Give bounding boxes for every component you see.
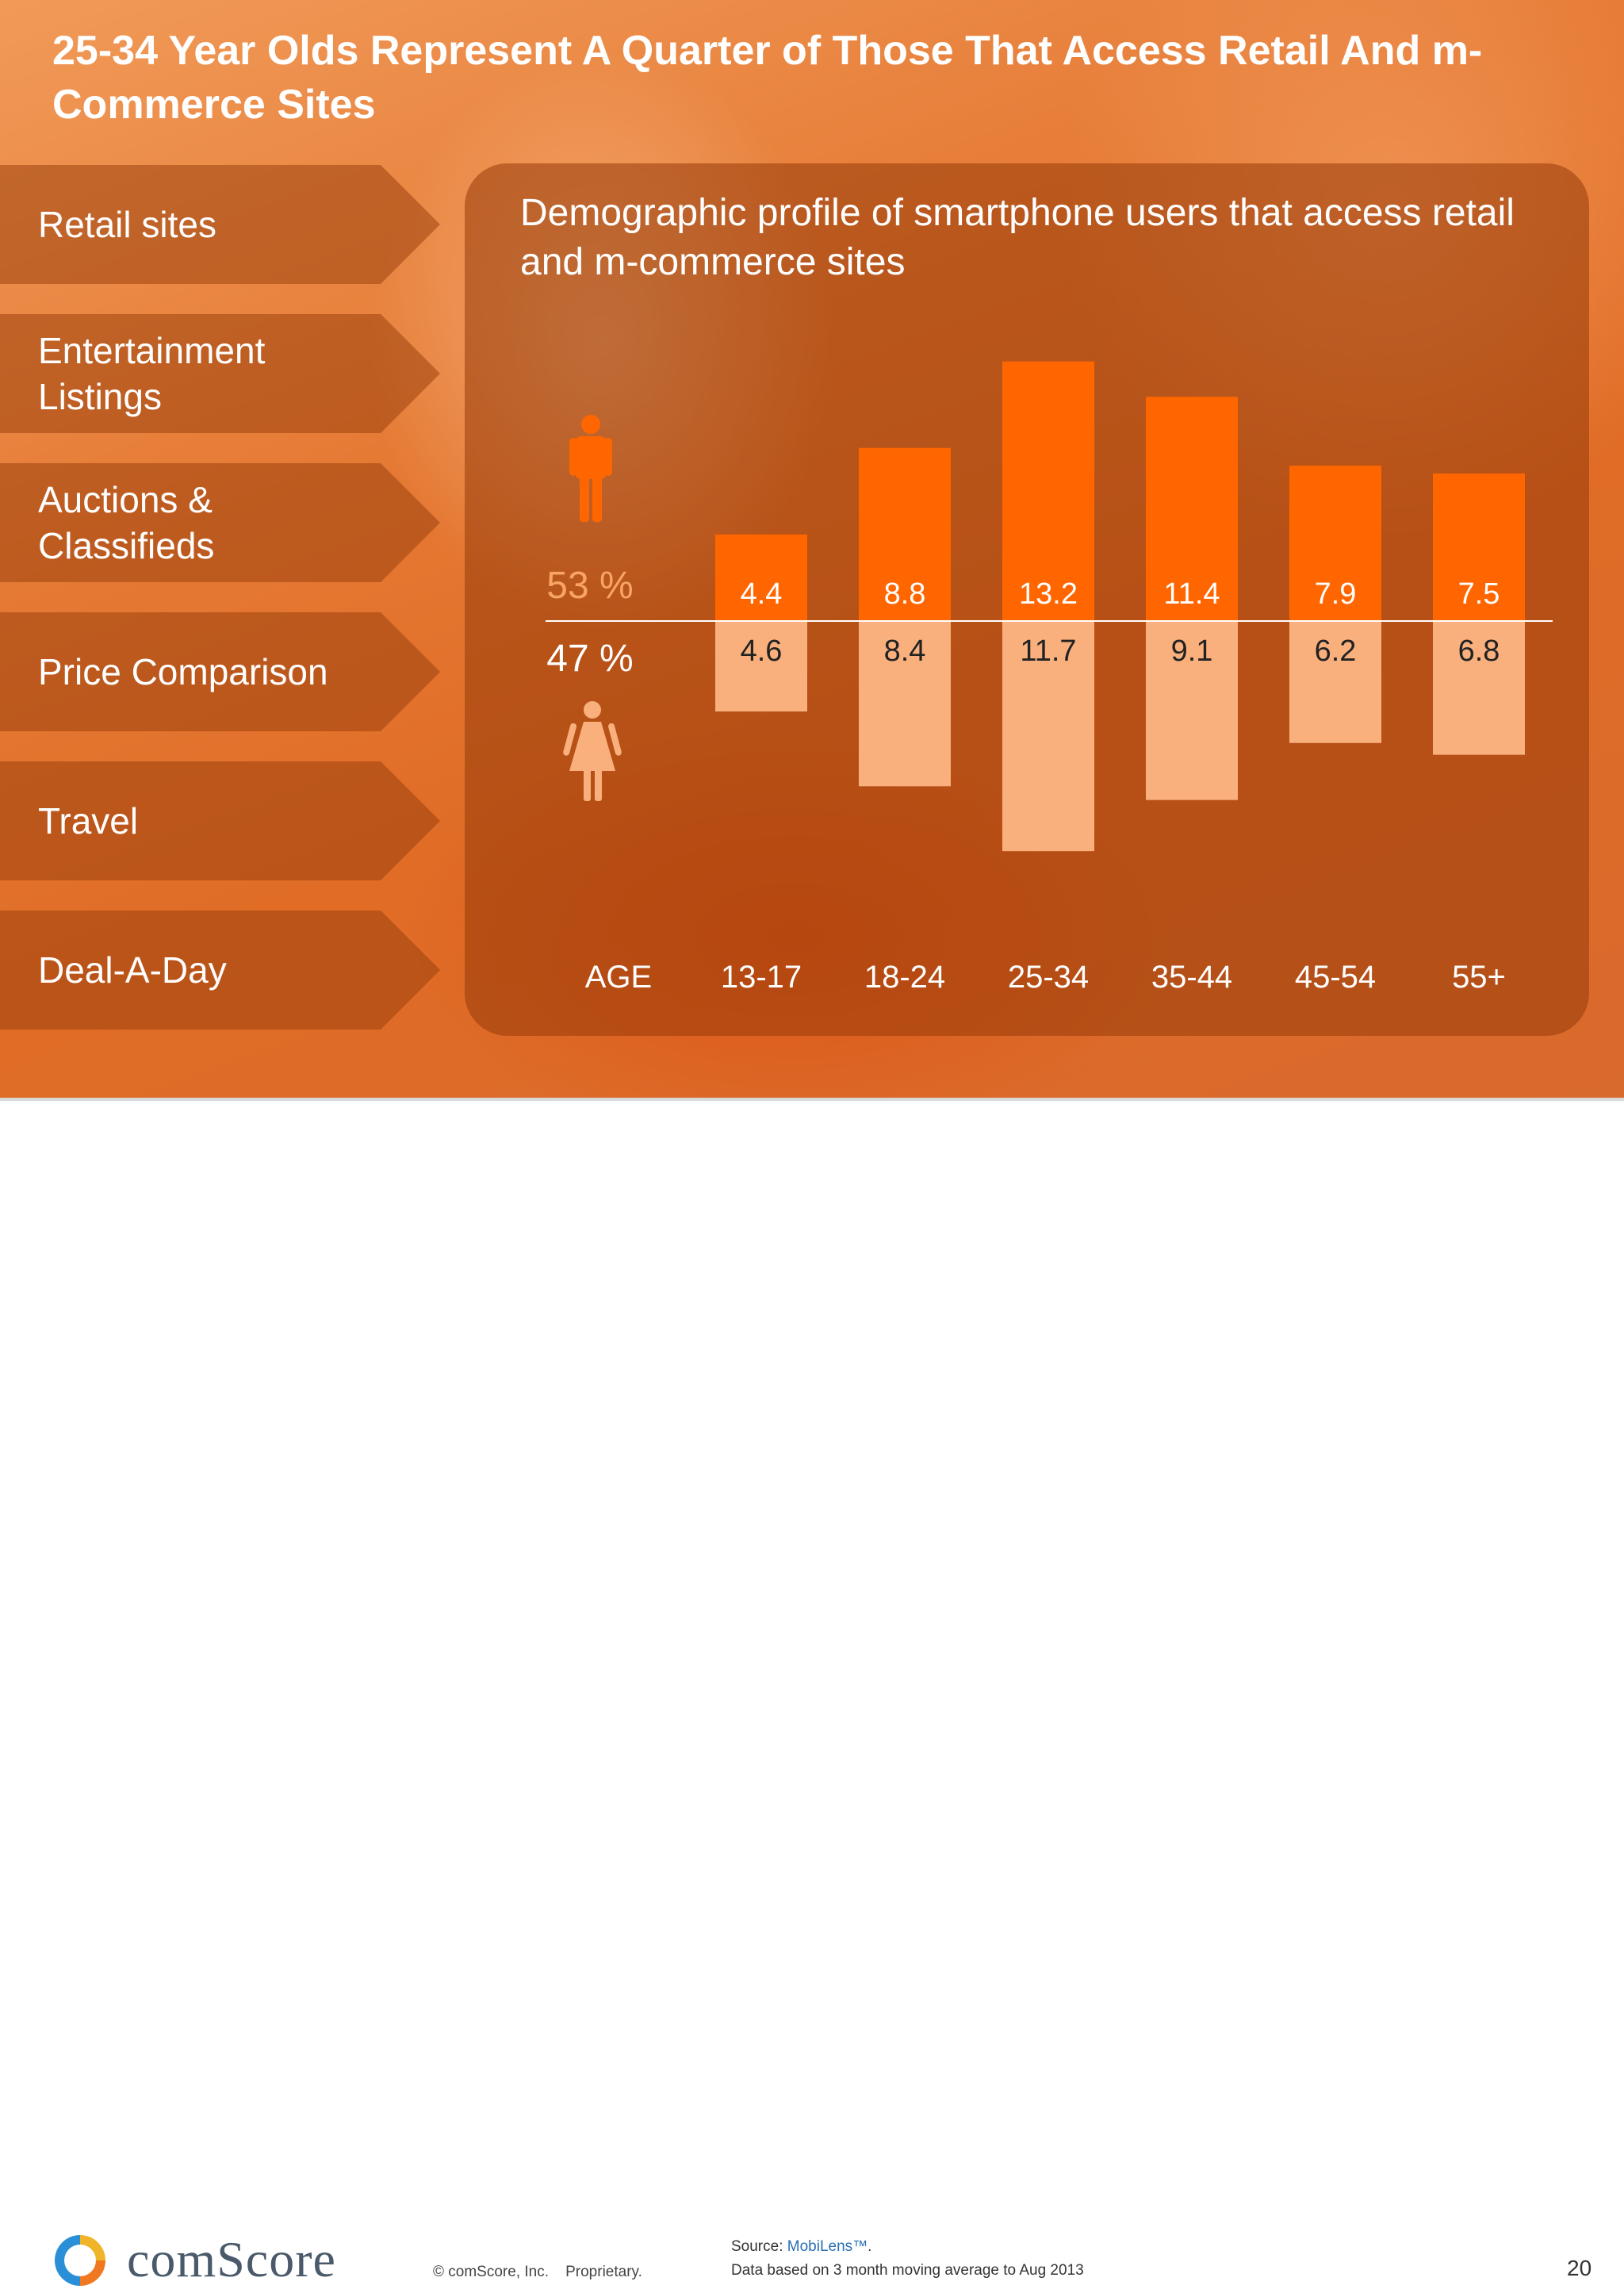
category-label: Price Comparison bbox=[38, 651, 328, 692]
label-male-35-44: 11.4 bbox=[1163, 577, 1220, 611]
category-price-comparison[interactable]: Price Comparison bbox=[0, 612, 440, 731]
legend-male-percent: 53 % bbox=[546, 565, 633, 607]
male-person-icon bbox=[569, 415, 612, 522]
x-tick-25-34: 25-34 bbox=[1008, 960, 1089, 995]
bar-female-55+ bbox=[1433, 621, 1525, 755]
data-note: Data based on 3 month moving average to … bbox=[731, 2262, 1084, 2279]
bar-male-25-34 bbox=[1002, 361, 1094, 621]
label-female-35-44: 9.1 bbox=[1171, 635, 1213, 668]
bar-male-18-24 bbox=[859, 447, 951, 621]
label-female-45-54: 6.2 bbox=[1315, 635, 1357, 668]
bar-female-13-17 bbox=[715, 621, 807, 712]
x-tick-45-54: 45-54 bbox=[1295, 960, 1376, 995]
female-person-icon bbox=[563, 701, 622, 801]
label-male-55+: 7.5 bbox=[1458, 577, 1500, 611]
category-label: Entertainment Listings bbox=[38, 330, 266, 417]
label-female-55+: 6.8 bbox=[1458, 635, 1500, 668]
bar-female-35-44 bbox=[1146, 621, 1238, 800]
comscore-logo-text: comScore bbox=[127, 2231, 336, 2287]
bar-male-35-44 bbox=[1146, 397, 1238, 621]
source-suffix: . bbox=[868, 2238, 872, 2255]
page-number: 20 bbox=[1567, 2256, 1592, 2280]
label-female-25-34: 11.7 bbox=[1020, 635, 1076, 668]
chart-title: Demographic profile of smartphone users … bbox=[520, 192, 1515, 283]
footer: comScore © comScore, Inc. Proprietary. S… bbox=[0, 1098, 1624, 2287]
slide-background: 25-34 Year Olds Represent A Quarter of T… bbox=[0, 0, 1624, 1098]
x-tick-35-44: 35-44 bbox=[1151, 960, 1232, 995]
label-male-45-54: 7.9 bbox=[1315, 577, 1357, 611]
category-entertainment-listings[interactable]: Entertainment Listings bbox=[0, 314, 440, 433]
label-female-13-17: 4.6 bbox=[741, 635, 783, 668]
label-male-25-34: 13.2 bbox=[1019, 577, 1078, 611]
category-travel[interactable]: Travel bbox=[0, 761, 440, 880]
category-label: Retail sites bbox=[38, 204, 216, 245]
bar-female-18-24 bbox=[859, 621, 951, 787]
x-tick-18-24: 18-24 bbox=[864, 960, 945, 995]
bar-female-45-54 bbox=[1289, 621, 1381, 743]
source-link[interactable]: MobiLens™ bbox=[787, 2238, 868, 2255]
source-prefix: Source: bbox=[731, 2238, 787, 2255]
source-text: Source: MobiLens™. bbox=[731, 2238, 871, 2256]
bar-male-55+ bbox=[1433, 474, 1525, 621]
category-label: Deal-A-Day bbox=[38, 949, 227, 991]
label-male-18-24: 8.8 bbox=[884, 577, 926, 611]
x-axis-label: AGE bbox=[585, 960, 652, 995]
category-retail-sites[interactable]: Retail sites bbox=[0, 165, 440, 284]
chart-svg: 4.4 4.6 13-17 8.8 8.4 18-24 13.2 11.7 25-34 11.4 9… bbox=[546, 361, 1553, 995]
bar-female-25-34 bbox=[1002, 621, 1094, 852]
x-tick-55+: 55+ bbox=[1452, 960, 1506, 995]
category-deal-a-day[interactable]: Deal-A-Day bbox=[0, 911, 440, 1029]
copyright-text: © comScore, Inc. Proprietary. bbox=[433, 2264, 642, 2280]
bar-male-13-17 bbox=[715, 534, 807, 621]
label-male-13-17: 4.4 bbox=[741, 577, 783, 611]
label-female-18-24: 8.4 bbox=[884, 635, 926, 668]
x-tick-13-17: 13-17 bbox=[721, 960, 802, 995]
legend-female-percent: 47 % bbox=[546, 638, 633, 680]
category-label: Auctions & Classifieds bbox=[38, 479, 215, 566]
category-auctions-classifieds[interactable]: Auctions & Classifieds bbox=[0, 463, 440, 582]
bar-male-45-54 bbox=[1289, 466, 1381, 621]
slide-title: 25-34 Year Olds Represent A Quarter of T… bbox=[52, 28, 1483, 128]
category-label: Travel bbox=[38, 800, 139, 842]
comscore-logo-icon bbox=[55, 2235, 105, 2286]
